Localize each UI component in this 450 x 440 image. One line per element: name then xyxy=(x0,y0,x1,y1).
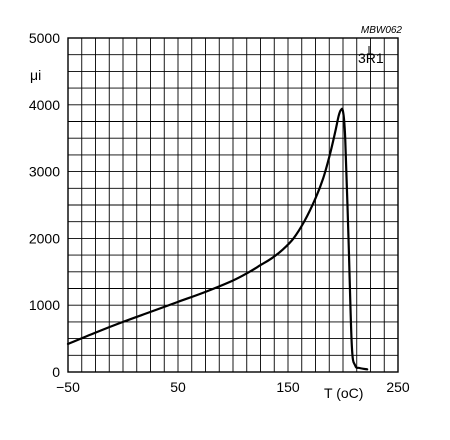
y-tick-label: 2000 xyxy=(29,230,60,246)
y-tick-label: 5000 xyxy=(29,30,60,46)
x-tick-label: 150 xyxy=(276,379,300,395)
x-tick-label: 250 xyxy=(386,379,410,395)
y-tick-label: 4000 xyxy=(29,97,60,113)
series-label-3r1: 3R1 xyxy=(358,50,384,66)
y-tick-label: 1000 xyxy=(29,297,60,313)
y-tick-labels: 0 1000 2000 3000 4000 5000 xyxy=(29,30,60,380)
x-tick-labels: −50 50 150 250 xyxy=(56,379,410,395)
plot-frame xyxy=(67,37,399,373)
x-axis-label: T (oC) xyxy=(324,385,363,401)
figure-code: MBW062 xyxy=(361,25,403,36)
x-tick-label: −50 xyxy=(56,379,80,395)
x-tick-label: 50 xyxy=(170,379,186,395)
grid-lines xyxy=(68,38,398,372)
y-tick-label: 0 xyxy=(52,364,60,380)
series-line-3r1 xyxy=(66,107,369,371)
y-tick-label: 3000 xyxy=(29,164,60,180)
y-axis-label: μi xyxy=(30,67,41,83)
